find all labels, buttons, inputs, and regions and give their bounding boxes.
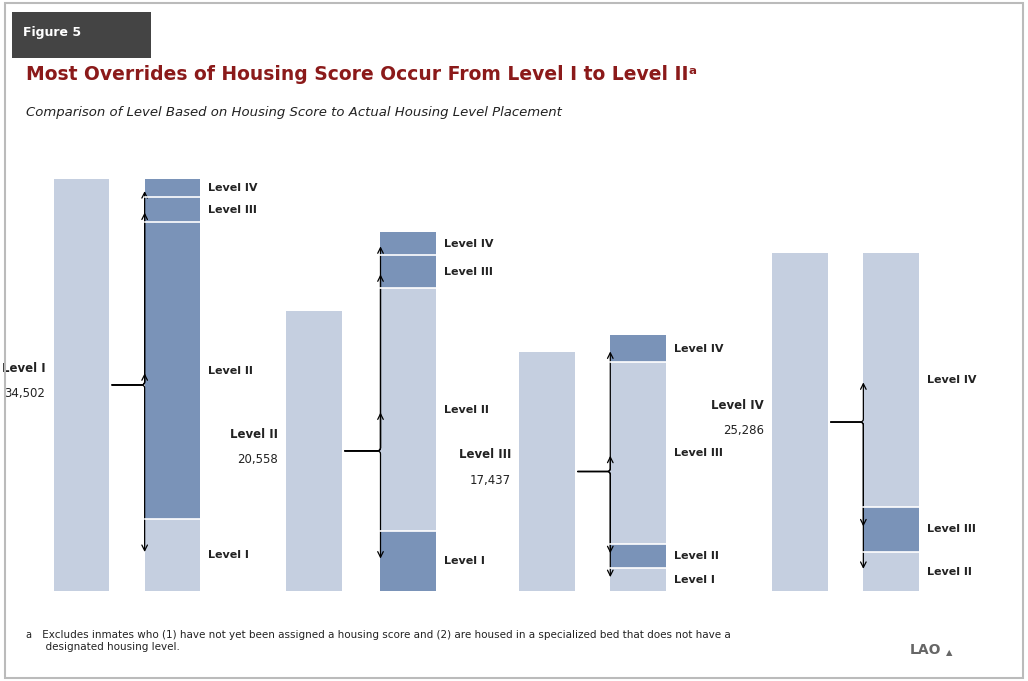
Text: Level II: Level II [444, 405, 489, 415]
Bar [287, 311, 342, 591]
Text: Level III: Level III [209, 205, 257, 215]
Bar [145, 519, 200, 591]
Bar [380, 288, 436, 531]
Text: Level II: Level II [674, 551, 719, 561]
Text: Level III: Level III [674, 448, 723, 458]
Bar [772, 253, 828, 591]
Text: Level IV: Level IV [209, 183, 258, 193]
Text: a: a [26, 630, 32, 640]
Text: Level II: Level II [209, 366, 253, 375]
Text: Level III: Level III [458, 448, 511, 461]
Bar [611, 543, 666, 569]
Bar [864, 507, 919, 552]
Text: 20,558: 20,558 [237, 453, 279, 466]
Text: Level IV: Level IV [444, 238, 493, 249]
Bar [864, 253, 919, 507]
Text: Figure 5: Figure 5 [23, 26, 81, 39]
Bar [611, 362, 666, 543]
Bar [611, 336, 666, 362]
Bar [380, 531, 436, 591]
Bar [380, 255, 436, 288]
Bar [145, 179, 200, 197]
Bar [380, 232, 436, 255]
Text: ▲: ▲ [946, 648, 952, 657]
Text: Level III: Level III [444, 266, 493, 276]
Text: Level IV: Level IV [674, 344, 724, 353]
Text: 34,502: 34,502 [4, 387, 45, 400]
Text: Level IV: Level IV [927, 375, 977, 385]
Text: LAO: LAO [910, 643, 942, 657]
Bar [864, 552, 919, 591]
Bar [519, 352, 575, 591]
Text: 25,286: 25,286 [723, 424, 764, 437]
Text: Level IV: Level IV [711, 399, 764, 412]
Text: Level I: Level I [444, 556, 485, 567]
Text: Level I: Level I [209, 550, 249, 560]
Text: Level II: Level II [230, 428, 279, 441]
Text: Level III: Level III [927, 524, 976, 534]
Text: 17,437: 17,437 [470, 473, 511, 486]
Bar [145, 222, 200, 519]
Bar [145, 197, 200, 222]
Bar [611, 569, 666, 591]
Text: Level II: Level II [927, 567, 972, 577]
Text: Excludes inmates who (1) have not yet been assigned a housing score and (2) are : Excludes inmates who (1) have not yet be… [39, 630, 731, 652]
Text: Comparison of Level Based on Housing Score to Actual Housing Level Placement: Comparison of Level Based on Housing Sco… [26, 106, 561, 118]
Bar [53, 179, 109, 591]
Text: Level I: Level I [674, 575, 714, 585]
Text: Most Overrides of Housing Score Occur From Level I to Level IIᵃ: Most Overrides of Housing Score Occur Fr… [26, 65, 697, 84]
Text: Level I: Level I [2, 362, 45, 375]
